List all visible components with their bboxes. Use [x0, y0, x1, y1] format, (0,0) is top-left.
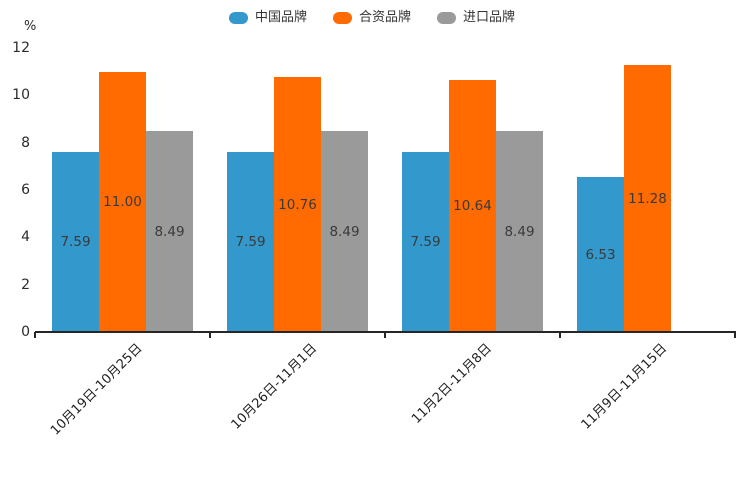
- legend: 中国品牌 合资品牌 进口品牌: [0, 8, 744, 28]
- bar-value-label: 11.00: [103, 193, 142, 210]
- y-tick-label: 12: [12, 40, 30, 56]
- legend-label: 中国品牌: [254, 10, 307, 25]
- y-tick-label: 0: [21, 324, 30, 340]
- x-axis-tick: [209, 332, 211, 338]
- bar: [402, 152, 449, 332]
- bar-value-label: 10.76: [278, 196, 317, 213]
- legend-swatch-icon: [332, 12, 352, 24]
- legend-item-3[interactable]: 进口品牌: [437, 8, 515, 28]
- x-axis-tick: [384, 332, 386, 338]
- x-axis-tick: [34, 332, 36, 338]
- bar: [227, 152, 274, 332]
- legend-item-2[interactable]: 合资品牌: [332, 8, 411, 28]
- x-tick-label: 11月9日-11月15日: [578, 341, 671, 433]
- bar-value-label: 11.28: [628, 190, 667, 207]
- x-tick-label: 10月19日-10月25日: [47, 341, 146, 439]
- y-tick-label: 2: [21, 276, 30, 293]
- bar-value-label: 7.59: [60, 234, 91, 251]
- legend-item-1[interactable]: 中国品牌: [228, 8, 307, 28]
- y-tick-label: 6: [21, 182, 30, 198]
- legend-swatch-icon: [228, 12, 248, 24]
- y-tick-label: 4: [21, 229, 30, 246]
- bar: [99, 71, 146, 332]
- bar: [449, 80, 496, 332]
- bar-value-label: 8.49: [504, 223, 535, 240]
- x-tick-label: 11月2日-11月8日: [409, 341, 496, 427]
- bar-value-label: 10.64: [453, 198, 492, 215]
- bar: [496, 131, 543, 332]
- y-tick-label: 10: [12, 87, 30, 104]
- bar: [321, 131, 368, 332]
- bar-value-label: 7.59: [235, 234, 266, 251]
- bar: [577, 177, 624, 332]
- x-axis-tick: [734, 332, 736, 338]
- bar: [624, 65, 671, 332]
- legend-label: 合资品牌: [358, 10, 411, 25]
- y-axis-unit-label: %: [24, 19, 37, 34]
- bar-value-label: 8.49: [329, 223, 360, 240]
- y-tick-label: 8: [21, 134, 30, 151]
- bar-value-label: 6.53: [585, 246, 616, 263]
- legend-swatch-icon: [437, 12, 456, 24]
- bar: [146, 131, 193, 332]
- bar: [52, 152, 99, 332]
- bar-value-label: 8.49: [154, 223, 185, 240]
- legend-label: 进口品牌: [463, 10, 516, 25]
- bar-value-label: 7.59: [410, 234, 441, 251]
- x-axis-tick: [559, 332, 561, 338]
- x-tick-label: 10月26日-11月1日: [228, 341, 321, 433]
- bar: [274, 77, 321, 332]
